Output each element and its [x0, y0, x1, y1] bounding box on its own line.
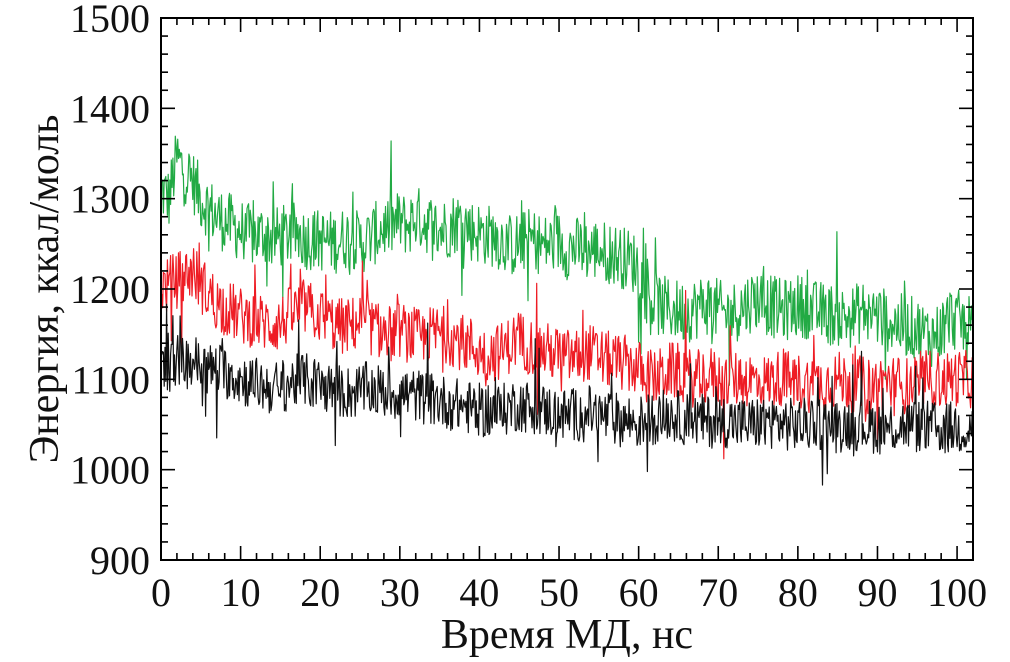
x-tick-label-20: 20 — [300, 570, 340, 615]
ticks-layer — [160, 17, 973, 561]
y-tick-label-1200: 1200 — [70, 267, 150, 312]
x-axis-title: Время МД, нс — [441, 612, 693, 658]
x-tick-label-80: 80 — [778, 570, 818, 615]
y-tick-label-1000: 1000 — [70, 448, 150, 493]
y-tick-label-1500: 1500 — [70, 0, 150, 41]
x-tick-label-100: 100 — [927, 570, 987, 615]
x-tick-label-10: 10 — [221, 570, 261, 615]
y-tick-label-1100: 1100 — [71, 357, 150, 402]
x-tick-label-60: 60 — [619, 570, 659, 615]
series-line-1 — [161, 135, 973, 386]
x-tick-labels: 0 10 20 30 40 50 60 70 80 90 100 — [151, 570, 987, 615]
y-tick-labels: 900 1000 1100 1200 1300 1400 1500 — [70, 0, 150, 583]
x-tick-label-70: 70 — [698, 570, 738, 615]
y-tick-label-900: 900 — [90, 538, 150, 583]
y-axis-title: Энергия, ккал/моль — [22, 115, 68, 464]
x-tick-label-0: 0 — [151, 570, 171, 615]
series-line-2 — [161, 242, 973, 460]
x-tick-label-30: 30 — [380, 570, 420, 615]
y-tick-label-1300: 1300 — [70, 177, 150, 222]
x-tick-label-50: 50 — [539, 570, 579, 615]
series-line-3 — [161, 303, 973, 486]
x-tick-label-40: 40 — [459, 570, 499, 615]
y-tick-label-1400: 1400 — [70, 86, 150, 131]
x-tick-label-90: 90 — [857, 570, 897, 615]
series-layer — [161, 135, 973, 486]
